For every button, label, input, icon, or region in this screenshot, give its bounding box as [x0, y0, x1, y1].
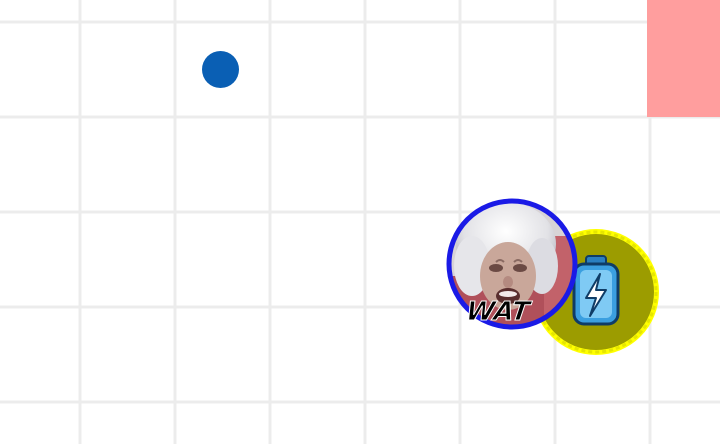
player-cell-border	[446, 198, 578, 330]
old-woman-face-icon	[450, 202, 574, 326]
danger-zone-block	[647, 0, 720, 117]
battery-lightning-icon	[572, 255, 620, 326]
food-pellet	[202, 51, 239, 88]
skin-caption: WAT	[464, 297, 533, 327]
player-cell[interactable]: WAT	[444, 196, 580, 332]
